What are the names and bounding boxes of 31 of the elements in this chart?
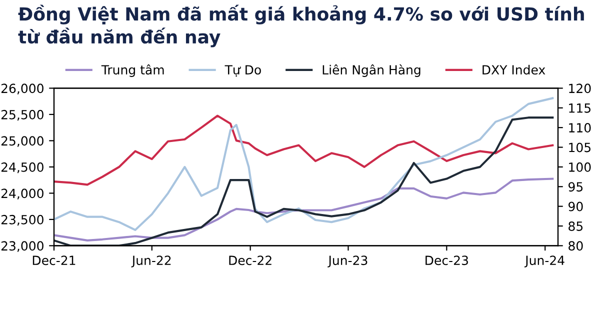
x-tick-label: Jun-24 — [524, 256, 564, 268]
y2-tick-label: 95 — [568, 182, 583, 192]
legend-label: Liên Ngân Hàng — [322, 64, 420, 77]
y2-tick-label: 90 — [568, 202, 583, 212]
line-series — [54, 178, 554, 242]
legend-label: DXY Index — [482, 64, 546, 75]
x-tick-label: Jun-23 — [328, 256, 368, 268]
y-tick-label: 26,000 — [1, 84, 44, 94]
y2-tick-label: 85 — [568, 221, 583, 231]
legend-label: Trung tâm — [101, 64, 164, 77]
y2-tick-label: 115 — [569, 104, 590, 113]
y2-tick-label: 105 — [569, 142, 590, 152]
x-tick-label: Dec-21 — [32, 256, 76, 266]
y-tick-label: 24,000 — [1, 188, 44, 200]
y2-tick-label: 80 — [568, 241, 583, 251]
y2-tick-label: 110 — [569, 123, 591, 132]
chart-title: Đồng Việt Nam đã mất giá khoảng 4.7% so với USD tính từ đầu năm đến nay — [18, 4, 584, 48]
x-tick-label: Dec-22 — [229, 256, 272, 266]
y-tick-label: 23,500 — [1, 214, 44, 226]
y-tick-label: 23,000 — [1, 241, 44, 252]
x-tick-label: Jun-22 — [131, 256, 171, 268]
legend-label: Tự Do — [224, 65, 261, 77]
y2-tick-label: 120 — [569, 84, 591, 94]
line-series — [54, 116, 554, 246]
x-tick-label: Dec-23 — [426, 256, 468, 266]
y-tick-label: 25,000 — [1, 136, 44, 147]
line-series — [54, 97, 554, 231]
line-series — [54, 114, 554, 186]
y2-tick-label: 100 — [569, 162, 591, 172]
y-tick-label: 25,500 — [1, 110, 44, 121]
y-tick-label: 24,500 — [1, 162, 44, 174]
